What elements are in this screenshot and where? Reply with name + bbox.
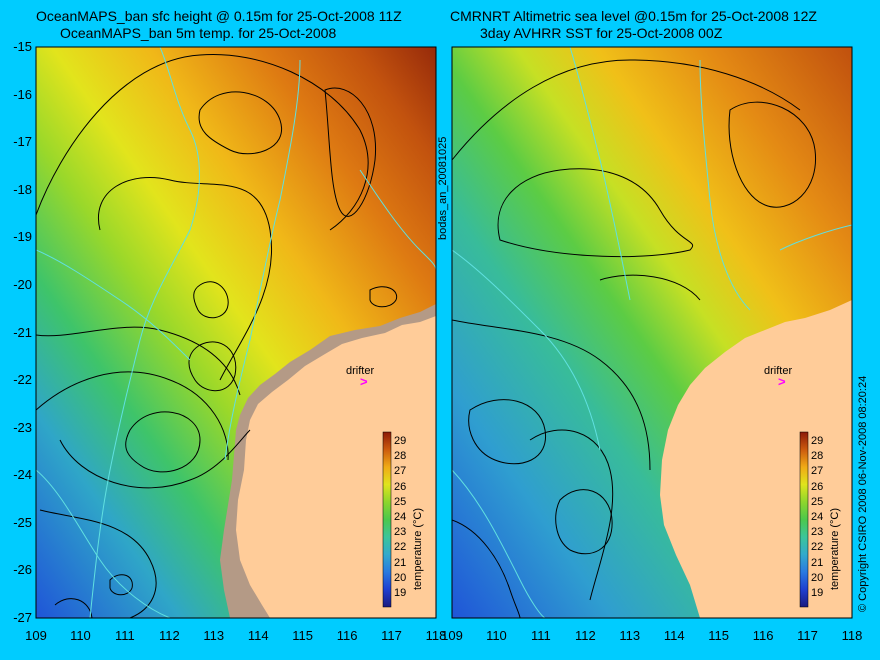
latitude-tick-label: -23 <box>13 419 32 435</box>
colorbar-tick-label: 28 <box>811 450 824 463</box>
right-colorbar-label: temperature (°C) <box>829 507 841 590</box>
latitude-tick-label: -25 <box>13 514 32 530</box>
latitude-tick-label: -18 <box>13 181 32 197</box>
longitude-tick-label: 114 <box>247 628 269 643</box>
latitude-tick-label: -21 <box>13 324 32 340</box>
longitude-tick-label: 111 <box>530 628 551 643</box>
colorbar-tick-label: 23 <box>394 526 407 539</box>
colorbar-tick-label: 26 <box>811 480 824 493</box>
longitude-tick-label: 109 <box>25 628 47 643</box>
colorbar-tick-label: 24 <box>811 511 824 523</box>
colorbar-tick-label: 23 <box>811 526 824 539</box>
left-colorbar <box>382 431 392 608</box>
colorbar-tick-label: 21 <box>811 556 824 569</box>
longitude-tick-label: 118 <box>841 628 863 643</box>
colorbar-tick-label: 29 <box>811 435 824 447</box>
colorbar-tick-label: 20 <box>811 571 824 584</box>
isobaths-right <box>452 47 852 618</box>
longitude-tick-label: 113 <box>203 628 225 643</box>
longitude-tick-label: 117 <box>797 628 818 643</box>
colorbar-tick-label: 22 <box>394 541 407 554</box>
drifter-label-right: drifter <box>764 365 793 377</box>
colorbar-tick-label: 25 <box>394 495 407 508</box>
latitude-tick-label: -27 <box>13 610 32 625</box>
copyright-text: © Copyright CSIRO 2008 06-Nov-2008 08:20… <box>857 375 869 612</box>
longitude-tick-label: 109 <box>441 628 463 643</box>
left-map-frame <box>35 46 437 619</box>
longitude-tick-label: 110 <box>70 628 91 643</box>
right-title-line2: 3day AVHRR SST for 25-Oct-2008 00Z <box>480 25 723 41</box>
right-colorbar <box>799 431 809 608</box>
colorbar-tick-label: 27 <box>394 465 407 478</box>
longitude-tick-label: 117 <box>381 628 402 643</box>
longitude-tick-label: 118 <box>425 628 447 643</box>
colorbar-tick-label: 25 <box>811 495 824 508</box>
colorbar-tick-label: 28 <box>394 450 407 463</box>
longitude-tick-label: 115 <box>708 628 730 643</box>
colorbar-tick-label: 19 <box>811 587 824 599</box>
ssh-contours <box>36 53 398 618</box>
longitude-tick-label: 110 <box>486 628 507 643</box>
right-map-panel <box>452 47 852 618</box>
latitude-tick-label: -16 <box>13 86 32 102</box>
colorbar-tick-label: 27 <box>811 465 824 478</box>
colorbar-tick-label: 26 <box>394 480 407 493</box>
longitude-tick-label: 116 <box>752 628 774 643</box>
colorbar-tick-label: 20 <box>394 571 407 584</box>
longitude-tick-label: 115 <box>292 628 314 643</box>
sla-contours <box>452 59 817 618</box>
colorbar-tick-label: 22 <box>811 541 824 554</box>
latitude-tick-label: -26 <box>13 562 32 578</box>
latitude-tick-label: -20 <box>13 276 32 292</box>
left-title-line2: OceanMAPS_ban 5m temp. for 25-Oct-2008 <box>60 25 337 41</box>
longitude-tick-label: 116 <box>336 628 358 643</box>
colorbar-tick-label: 24 <box>394 511 407 523</box>
longitude-tick-label: 114 <box>663 628 685 643</box>
isobaths <box>36 47 436 618</box>
longitude-tick-label: 112 <box>574 628 596 643</box>
drifter-label-left: drifter <box>346 365 375 377</box>
colorbar-tick-label: 19 <box>394 587 407 599</box>
left-colorbar-label: temperature (°C) <box>412 507 424 590</box>
longitude-tick-label: 111 <box>114 628 135 643</box>
drifter-marker-left: > <box>360 374 368 389</box>
right-map-frame <box>451 46 853 619</box>
latitude-tick-label: -24 <box>13 467 32 483</box>
latitude-tick-label: -22 <box>13 372 32 388</box>
longitude-tick-label: 112 <box>158 628 180 643</box>
longitude-tick-label: 113 <box>619 628 641 643</box>
latitude-tick-label: -15 <box>13 39 32 54</box>
latitude-tick-label: -17 <box>13 134 32 150</box>
latitude-tick-label: -19 <box>13 229 32 245</box>
colorbar-tick-label: 21 <box>394 556 407 569</box>
colorbar-tick-label: 29 <box>394 435 407 447</box>
left-map-panel <box>36 47 436 618</box>
right-title-line1: CMRNRT Altimetric sea level @0.15m for 2… <box>450 8 817 24</box>
drifter-marker-right: > <box>778 374 786 389</box>
left-title-line1: OceanMAPS_ban sfc height @ 0.15m for 25-… <box>36 8 402 24</box>
side-run-label: bodas_an_20081025 <box>437 136 449 240</box>
